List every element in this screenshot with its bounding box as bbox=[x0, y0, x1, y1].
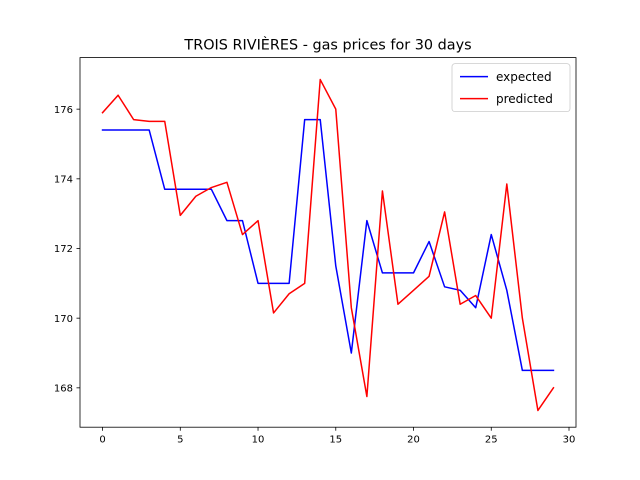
legend-label-predicted: predicted bbox=[496, 92, 553, 106]
legend: expected predicted bbox=[451, 63, 571, 112]
x-tick-label: 25 bbox=[485, 435, 498, 446]
x-axis: 0 5 10 15 20 25 30 bbox=[99, 427, 575, 446]
x-tick-label: 0 bbox=[99, 435, 105, 446]
series-layer bbox=[101, 78, 555, 412]
series-line-predicted bbox=[101, 78, 555, 412]
legend-box bbox=[451, 63, 571, 112]
series-line-expected bbox=[101, 118, 555, 372]
x-tick-label: 30 bbox=[563, 435, 576, 446]
y-tick-label: 174 bbox=[54, 174, 73, 185]
y-tick-label: 172 bbox=[54, 244, 73, 255]
x-tick-label: 10 bbox=[252, 435, 265, 446]
x-tick-label: 20 bbox=[407, 435, 420, 446]
plot-frame bbox=[79, 57, 577, 428]
y-tick-label: 176 bbox=[54, 105, 73, 116]
y-axis: 168 170 172 174 176 bbox=[54, 105, 80, 394]
x-tick-label: 5 bbox=[177, 435, 183, 446]
y-tick-label: 168 bbox=[54, 383, 73, 394]
y-tick-label: 170 bbox=[54, 314, 73, 325]
x-tick-label: 15 bbox=[329, 435, 342, 446]
chart-title: TROIS RIVIÈRES - gas prices for 30 days bbox=[183, 37, 471, 54]
legend-label-expected: expected bbox=[496, 70, 552, 84]
